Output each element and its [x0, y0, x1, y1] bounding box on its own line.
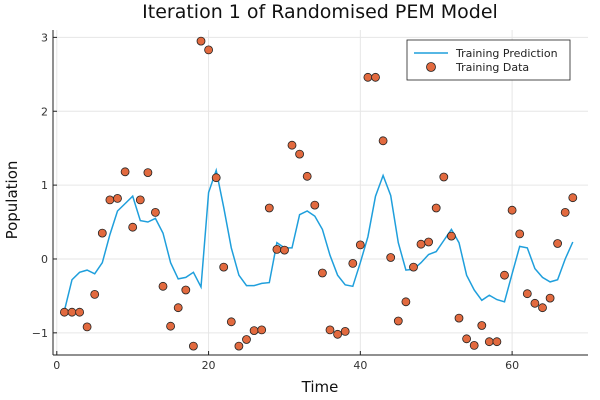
x-tick-label: 40	[353, 359, 367, 372]
training-data-point	[446, 231, 456, 241]
training-data-point	[249, 326, 259, 336]
training-data-point	[204, 45, 214, 55]
training-data-point	[386, 253, 396, 262]
training-data-point	[553, 239, 562, 248]
training-data-point	[188, 341, 198, 351]
legend-box	[406, 39, 571, 81]
y-tick-label: 3	[41, 31, 48, 44]
training-data-point	[522, 289, 532, 299]
training-data-point	[264, 203, 274, 213]
training-data-point	[484, 337, 494, 347]
training-data-point	[409, 262, 418, 272]
training-data-point	[97, 228, 107, 238]
training-data-point	[477, 321, 487, 330]
training-data-point	[424, 237, 434, 247]
legend-data-swatch	[426, 62, 436, 72]
training-data-point	[280, 245, 289, 255]
training-data-point	[60, 307, 69, 317]
axes	[52, 30, 588, 356]
training-data-point	[181, 285, 191, 295]
training-data-point	[82, 322, 92, 332]
training-data-point	[333, 329, 343, 339]
training-data-point	[166, 321, 176, 331]
training-data-point	[515, 229, 525, 239]
training-prediction-line	[63, 167, 574, 311]
training-data-point	[257, 325, 267, 335]
training-data-point	[371, 72, 380, 82]
training-data-point	[150, 207, 160, 217]
training-data-point	[560, 207, 570, 217]
training-data-point	[226, 317, 236, 327]
training-data-point	[454, 313, 464, 323]
training-data-point	[363, 72, 373, 82]
training-data-point	[173, 303, 183, 313]
training-data-point	[431, 203, 441, 213]
training-data-point	[325, 325, 335, 335]
legend: Training Prediction Training Data	[406, 39, 571, 81]
training-data-point	[219, 262, 229, 272]
training-data-point	[75, 307, 84, 317]
training-data-point	[302, 171, 312, 181]
training-data-point	[310, 200, 320, 210]
training-data-point	[143, 168, 153, 178]
training-data-point	[242, 335, 251, 344]
training-data-point	[234, 341, 244, 351]
training-data-series	[60, 36, 578, 351]
training-data-point	[272, 244, 282, 254]
grid	[53, 30, 588, 355]
training-data-point	[135, 195, 145, 205]
x-tick-label: 60	[505, 359, 519, 372]
legend-data-label: Training Data	[455, 61, 529, 74]
training-data-point	[530, 298, 540, 308]
training-data-point	[317, 268, 327, 278]
training-data-point	[393, 316, 403, 326]
tick-labels: 0 20 40 60 −1 0 1 2 3	[32, 31, 519, 372]
legend-prediction-label: Training Prediction	[455, 47, 558, 60]
training-data-point	[340, 326, 350, 336]
training-prediction-series	[63, 167, 574, 311]
x-tick-label: 0	[53, 359, 60, 372]
training-data-point	[401, 297, 411, 307]
training-data-point	[196, 36, 206, 46]
x-tick-label: 20	[202, 359, 216, 372]
y-tick-label: 1	[41, 179, 48, 192]
training-data-point	[355, 240, 365, 250]
training-data-point	[545, 293, 555, 303]
y-tick-label: 0	[41, 253, 48, 266]
training-data-point	[492, 337, 502, 347]
training-data-point	[469, 340, 479, 350]
x-axis-label: Time	[301, 378, 339, 396]
chart-title: Iteration 1 of Randomised PEM Model	[142, 1, 498, 23]
training-data-point	[462, 334, 472, 344]
training-data-point	[568, 193, 578, 203]
training-data-point	[538, 303, 547, 313]
training-data-point	[378, 136, 388, 146]
training-data-point	[90, 289, 100, 299]
training-data-point	[158, 281, 168, 291]
training-data-point	[416, 239, 426, 249]
training-data-point	[67, 307, 77, 317]
training-data-point	[500, 270, 509, 280]
training-data-point	[211, 173, 221, 183]
training-data-point	[348, 258, 358, 268]
y-axis-label: Population	[3, 161, 21, 240]
training-data-point	[105, 195, 115, 205]
y-tick-label: 2	[41, 105, 48, 118]
training-data-point	[128, 222, 138, 232]
training-data-point	[295, 149, 305, 159]
training-data-point	[507, 205, 517, 215]
training-data-point	[439, 172, 449, 182]
training-data-point	[120, 167, 130, 177]
training-data-point	[113, 193, 122, 203]
training-data-point	[287, 140, 297, 150]
y-tick-label: −1	[32, 327, 48, 340]
